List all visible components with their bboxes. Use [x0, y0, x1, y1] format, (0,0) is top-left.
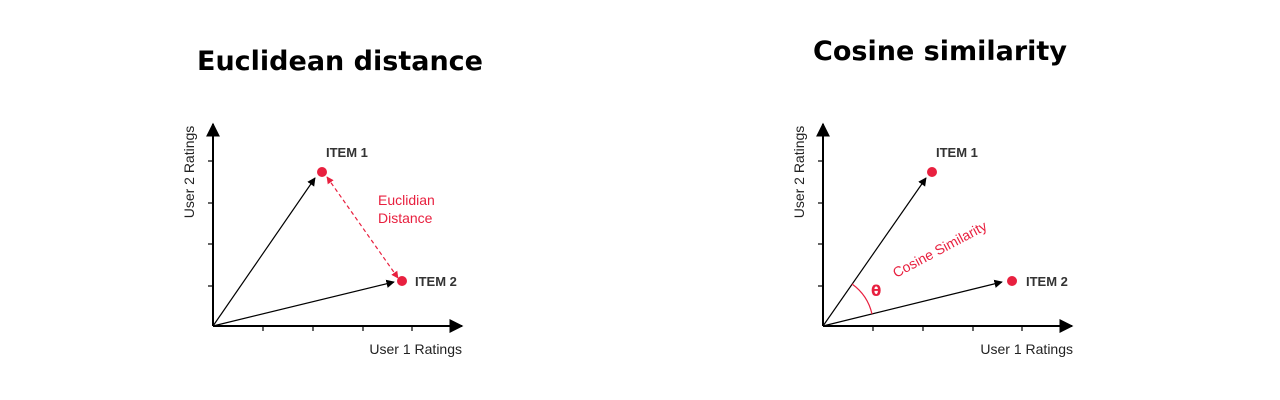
item1-vector [212, 177, 316, 327]
euclidean-panel: Euclidean distance User 2 Ratings User 1… [181, 46, 483, 357]
x-axis-label: User 1 Ratings [980, 341, 1073, 357]
item2-label: ITEM 2 [1026, 274, 1068, 289]
item2-vector [822, 279, 1003, 327]
y-axis-label: User 2 Ratings [791, 126, 807, 219]
y-axis-ticks [208, 160, 213, 287]
euclidean-annotation-line2: Distance [378, 210, 433, 226]
item2-vector [212, 279, 395, 327]
cosine-annotation: Cosine Similarity [890, 218, 990, 281]
item2-label: ITEM 2 [415, 274, 457, 289]
euclidean-diagram: Euclidean distance User 2 Ratings User 1… [181, 46, 483, 357]
cosine-panel: Cosine similarity User 2 Ratings User 1 … [640, 0, 1280, 400]
euclidean-annotation-line1: Euclidian [378, 192, 435, 208]
euclidean-title: Euclidean distance [197, 46, 483, 77]
item1-vector [822, 177, 927, 327]
x-axis-ticks [872, 326, 1023, 331]
item1-label: ITEM 1 [936, 145, 978, 160]
theta-symbol: θ [871, 282, 881, 300]
cosine-diagram: Cosine similarity User 2 Ratings User 1 … [791, 36, 1074, 357]
x-axis-ticks [262, 326, 413, 331]
item1-point [317, 167, 327, 177]
y-axis-ticks [818, 160, 823, 287]
item2-point [397, 276, 407, 286]
item1-point [927, 167, 937, 177]
cosine-title: Cosine similarity [813, 36, 1067, 67]
y-axis-label: User 2 Ratings [181, 126, 197, 219]
item1-label: ITEM 1 [326, 145, 368, 160]
angle-arc [851, 283, 873, 315]
item2-point [1007, 276, 1017, 286]
x-axis-label: User 1 Ratings [369, 341, 462, 357]
